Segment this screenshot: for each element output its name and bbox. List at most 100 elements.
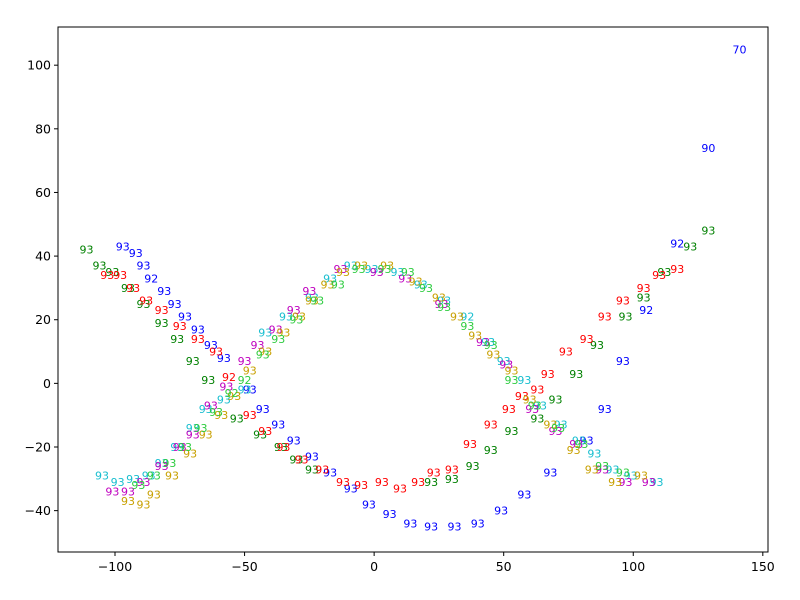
- data-point-label: 93: [95, 470, 109, 483]
- data-point-label: 93: [217, 352, 231, 365]
- data-point-label: 93: [121, 282, 135, 295]
- data-point-label: 93: [484, 444, 498, 457]
- data-point-label: 92: [225, 387, 239, 400]
- data-point-label: 93: [191, 323, 205, 336]
- data-point-label: 93: [227, 390, 241, 403]
- data-point-label: 93: [336, 476, 350, 489]
- data-point-label: 93: [116, 241, 130, 254]
- data-point-label: 93: [256, 403, 270, 416]
- data-point-label: 93: [580, 333, 594, 346]
- data-point-label: 93: [683, 241, 697, 254]
- data-point-label: 93: [170, 441, 184, 454]
- data-point-label: 93: [398, 272, 412, 285]
- data-point-label: 93: [463, 438, 477, 451]
- data-point-label: 93: [279, 311, 293, 324]
- data-point-label: 93: [587, 447, 601, 460]
- data-point-label: 93: [137, 298, 151, 311]
- data-point-label: 93: [447, 521, 461, 534]
- data-point-label: 93: [530, 384, 544, 397]
- y-tick-label: 20: [35, 312, 51, 327]
- data-point-label: 93: [256, 349, 270, 362]
- data-point-label: 93: [320, 279, 334, 292]
- data-point-label: 93: [289, 314, 303, 327]
- data-point-label: 93: [598, 403, 612, 416]
- data-point-label: 93: [214, 409, 228, 422]
- data-point-label: 93: [486, 349, 500, 362]
- data-point-label: 93: [92, 260, 106, 273]
- data-point-label: 93: [105, 266, 119, 279]
- data-point-label: 93: [580, 435, 594, 448]
- data-point-label: 93: [194, 422, 208, 435]
- data-point-label: 93: [468, 330, 482, 343]
- data-point-label: 93: [230, 412, 244, 425]
- data-point-label: 93: [305, 463, 319, 476]
- data-point-label: 93: [541, 368, 555, 381]
- data-point-label: 93: [199, 403, 213, 416]
- data-point-label: 93: [352, 263, 366, 276]
- data-point-label: 93: [142, 470, 156, 483]
- data-point-label: 93: [528, 400, 542, 413]
- data-point-label: 93: [590, 339, 604, 352]
- data-point-label: 93: [411, 476, 425, 489]
- data-point-label: 93: [100, 269, 114, 282]
- data-point-label: 93: [657, 266, 671, 279]
- data-point-label: 93: [295, 454, 309, 467]
- data-point-label: 93: [305, 451, 319, 464]
- data-point-label: 93: [390, 266, 404, 279]
- y-tick-label: 100: [27, 58, 51, 73]
- data-point-label: 93: [287, 304, 301, 317]
- data-point-label: 93: [523, 393, 537, 406]
- data-point-label: 93: [450, 311, 464, 324]
- data-point-label: 93: [471, 517, 485, 530]
- data-point-label: 93: [139, 295, 153, 308]
- data-point-label: 93: [543, 466, 557, 479]
- y-axis: −40 −20 0 20 40 60 80 100: [25, 58, 58, 518]
- data-point-label: 93: [289, 454, 303, 467]
- data-point-label: 93: [204, 400, 218, 413]
- data-point-label: 93: [113, 269, 127, 282]
- data-point-label: 93: [497, 355, 511, 368]
- data-point-label: 93: [574, 438, 588, 451]
- data-point-label: 93: [484, 419, 498, 432]
- data-point-label: 92: [222, 371, 236, 384]
- data-point-label: 93: [331, 279, 345, 292]
- data-point-label: 93: [393, 482, 407, 495]
- x-tick-label: 50: [496, 559, 512, 574]
- data-point-label: 93: [504, 425, 518, 438]
- data-point-label: 93: [484, 339, 498, 352]
- data-point-label: 93: [437, 295, 451, 308]
- data-point-label: 93: [642, 476, 656, 489]
- plot-frame: [57, 26, 769, 553]
- data-point-label: 93: [323, 272, 337, 285]
- data-point-label: 93: [414, 279, 428, 292]
- data-point-label: 93: [238, 355, 252, 368]
- data-point-label: 93: [243, 409, 257, 422]
- data-point-label: 93: [258, 425, 272, 438]
- data-points: 9393939293939393939393939393939393939393…: [80, 43, 747, 533]
- data-point-label: 93: [624, 470, 638, 483]
- data-point-label: 93: [370, 266, 384, 279]
- data-point-label: 93: [517, 489, 531, 502]
- data-point-label: 93: [377, 263, 391, 276]
- x-axis: −100 −50 0 50 100 150: [98, 552, 775, 574]
- data-point-label: 93: [608, 476, 622, 489]
- data-point-label: 93: [499, 358, 513, 371]
- data-point-label: 93: [637, 282, 651, 295]
- data-point-label: 93: [401, 266, 415, 279]
- data-point-label: 93: [137, 476, 151, 489]
- y-tick-label: 80: [35, 121, 51, 136]
- data-point-label: 93: [652, 269, 666, 282]
- data-point-label: 93: [186, 422, 200, 435]
- data-point-label: 93: [111, 476, 125, 489]
- data-point-label: 93: [305, 291, 319, 304]
- data-point-label: 93: [595, 463, 609, 476]
- data-point-label: 93: [466, 460, 480, 473]
- data-point-label: 92: [639, 304, 653, 317]
- data-point-label: 93: [427, 466, 441, 479]
- data-point-label: 93: [494, 505, 508, 518]
- data-point-label: 93: [170, 333, 184, 346]
- data-point-label: 93: [129, 247, 143, 260]
- x-tick-label: 150: [751, 559, 775, 574]
- data-point-label: 93: [126, 473, 140, 486]
